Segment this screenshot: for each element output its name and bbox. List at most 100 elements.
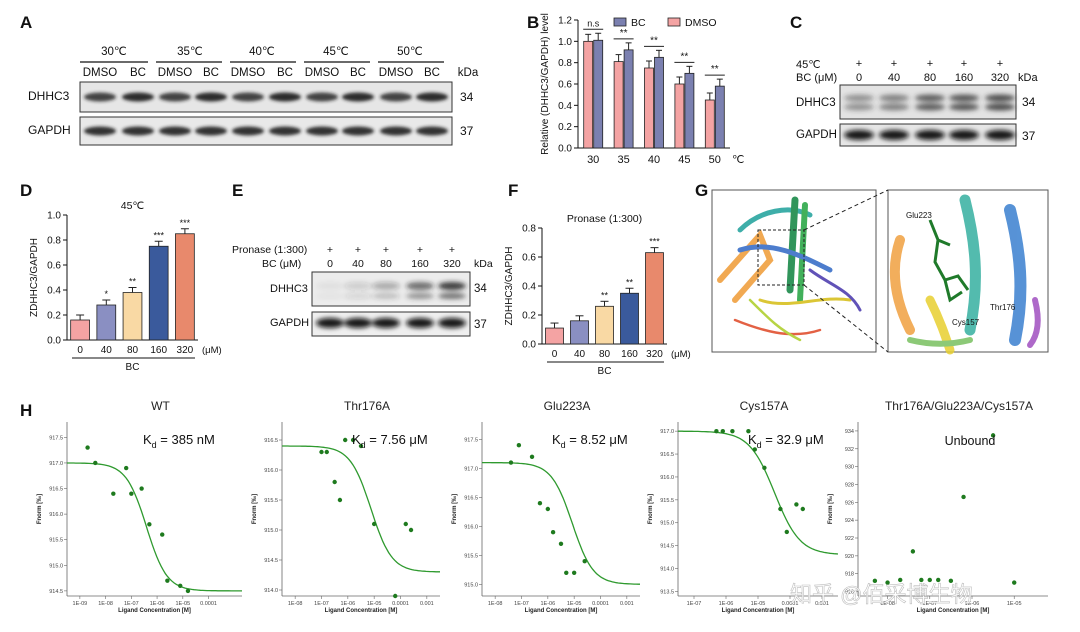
watermark: 知乎 @佰采博生物 (790, 582, 972, 607)
bc-label: BC (μM) (262, 258, 301, 270)
ligand-icon (928, 219, 970, 303)
y-tick-label: 915.5 (264, 498, 278, 504)
y-tick-label: 0.6 (47, 261, 61, 272)
y-axis-label: Relative (DHHC3/GAPDH) level (540, 13, 551, 155)
bc-value: 80 (924, 72, 936, 84)
data-point (358, 443, 364, 449)
bar (593, 39, 604, 149)
data-point (371, 521, 377, 527)
data-point (582, 559, 587, 564)
data-point (898, 577, 903, 583)
bar (583, 40, 594, 149)
lane-label: DMSO (158, 67, 193, 79)
x-tick-label: 40 (101, 345, 113, 356)
y-tick-label: 926 (845, 500, 854, 506)
data-point (160, 532, 165, 537)
y-tick-label: 914.0 (660, 567, 674, 573)
significance-label: ** (711, 64, 719, 75)
x-tick-label: 40 (574, 349, 586, 360)
plot-title: Thr176A (344, 399, 390, 413)
y-tick-label: 928 (845, 482, 854, 488)
lane-label: BC (277, 67, 293, 79)
protein-band (84, 92, 116, 102)
protein-band (316, 318, 344, 328)
y-axis-label: Fnorm [‰] (37, 494, 43, 524)
bar (613, 61, 624, 149)
chart-title: Pronase (1:300) (567, 213, 642, 225)
x-tick-label: 1E-05 (751, 601, 766, 607)
panel-c-blot: 45℃ BC (μM) + + + + + 0 40 80 160 320 kD… (796, 58, 1038, 147)
y-tick-label: 1.0 (558, 37, 572, 48)
data-point (319, 449, 324, 455)
protein-band (406, 282, 434, 290)
y-tick-label: 915.0 (464, 582, 478, 588)
panel-letter-A: A (20, 13, 32, 32)
x-tick-label: 1E-08 (488, 601, 503, 607)
data-point (558, 541, 564, 546)
protein-band (985, 94, 1015, 102)
protein-band (949, 130, 979, 140)
x-tick-label: 50 (709, 154, 721, 166)
kda-value: 34 (1022, 95, 1036, 109)
data-point (537, 501, 543, 506)
lane-label: BC (350, 67, 366, 79)
lane-label: BC (424, 67, 440, 79)
panel-e-blot: Pronase (1:300) BC (μM) + + + + + 0 40 8… (232, 244, 493, 337)
significance-label: n.s (587, 18, 600, 28)
significance-label: * (105, 289, 109, 299)
bar (545, 327, 564, 345)
protein-band (380, 126, 412, 136)
x-tick-label: 320 (177, 345, 194, 356)
y-axis-label: ZDHHC3/GAPDH (29, 238, 40, 317)
data-point (927, 577, 932, 583)
protein-band (949, 103, 979, 111)
x-tick-label: 1E-07 (124, 601, 139, 607)
residue-label: Cys157 (952, 318, 980, 327)
y-tick-label: 922 (845, 536, 854, 542)
protein-band (159, 92, 191, 102)
significance-label: *** (649, 237, 660, 247)
lane-label: DMSO (305, 67, 340, 79)
data-point (516, 443, 522, 448)
protein-band (438, 282, 466, 290)
y-tick-label: 916.5 (49, 487, 63, 493)
data-point (332, 479, 337, 485)
data-point (936, 577, 941, 583)
x-tick-label: 30 (587, 154, 599, 166)
x-tick-label: 0.001 (420, 601, 434, 607)
protein-band (879, 130, 909, 140)
data-point (778, 506, 783, 512)
plus-mark: + (417, 244, 423, 256)
significance-label: *** (153, 230, 164, 240)
bar (645, 252, 664, 345)
y-tick-label: 0.2 (558, 122, 572, 133)
panel-g-structure: Glu223 Thr176 Cys157 (711, 189, 1049, 355)
temp-label: 45℃ (796, 59, 821, 71)
row-label-gapdh: GAPDH (796, 129, 837, 141)
kda-value: 34 (460, 90, 474, 104)
row-label-dhhc3: DHHC3 (796, 97, 836, 109)
plus-mark: + (856, 58, 862, 70)
data-point (139, 486, 144, 491)
lane-label: DMSO (231, 67, 266, 79)
y-tick-label: 0.0 (558, 144, 572, 155)
protein-band (844, 94, 874, 102)
y-tick-label: 916 (845, 590, 854, 596)
y-tick-label: 915.5 (464, 553, 478, 559)
significance-label: *** (180, 218, 191, 228)
data-point (343, 437, 348, 443)
x-tick-label: 0.0001 (392, 601, 409, 607)
y-tick-label: 916.0 (49, 512, 63, 518)
x-tick-label: 0.0001 (592, 601, 609, 607)
x-tick-label: 1E-07 (514, 601, 529, 607)
legend-swatch (667, 17, 681, 27)
protein-band (985, 103, 1015, 111)
protein-band (342, 92, 374, 102)
zoom-ribbon-icon (889, 194, 1041, 355)
y-tick-label: 917.5 (49, 435, 63, 441)
y-axis-label: Fnorm [‰] (648, 494, 654, 524)
bc-value: 160 (411, 258, 429, 270)
y-tick-label: 0.6 (522, 253, 536, 264)
legend-label: DMSO (685, 17, 717, 29)
